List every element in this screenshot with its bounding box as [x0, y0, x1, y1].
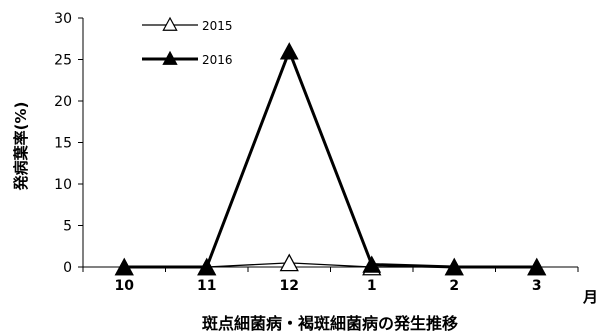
series-line-2016: [124, 47, 537, 269]
legend: 2015 2016: [142, 16, 233, 67]
chart-title: 斑点細菌病・褐斑細菌病の発生推移: [202, 314, 458, 332]
data-point: [114, 257, 134, 276]
legend-item-2016: 2016: [142, 50, 233, 67]
legend-label: 2016: [202, 53, 233, 67]
data-point: [197, 257, 217, 276]
x-tick-label: 3: [532, 278, 542, 294]
legend-marker: [162, 16, 178, 31]
y-tick-label: 30: [54, 11, 72, 27]
series-group: [114, 42, 547, 276]
data-point: [362, 255, 382, 273]
legend-item-2015: 2015: [142, 16, 233, 33]
data-point: [527, 257, 547, 276]
y-axis-label: 発病葉率(%): [12, 102, 30, 192]
series-2016: [114, 42, 547, 276]
x-tick-label: 2: [449, 278, 459, 294]
axes: [82, 18, 578, 268]
x-tick-label: 12: [280, 278, 299, 294]
x-tick-label: 10: [115, 278, 135, 294]
y-tick-label: 10: [54, 177, 72, 193]
y-tick-label: 20: [54, 94, 72, 110]
x-axis-label: 月: [582, 288, 598, 306]
x-tick-label: 1: [367, 278, 377, 294]
x-tick-label: 11: [197, 278, 216, 294]
x-axis-ticks: 10 11 12 1 2 3: [82, 267, 579, 294]
y-tick-label: 25: [54, 53, 72, 69]
legend-label: 2015: [202, 19, 233, 33]
legend-marker: [162, 50, 178, 65]
data-point: [279, 253, 299, 272]
y-tick-label: 5: [63, 219, 72, 235]
y-tick-label: 15: [54, 136, 72, 152]
data-point: [279, 42, 299, 60]
y-axis-ticks: 0 5 10 15 20 25 30: [54, 11, 83, 276]
data-point: [444, 257, 464, 276]
y-tick-label: 0: [63, 260, 72, 276]
